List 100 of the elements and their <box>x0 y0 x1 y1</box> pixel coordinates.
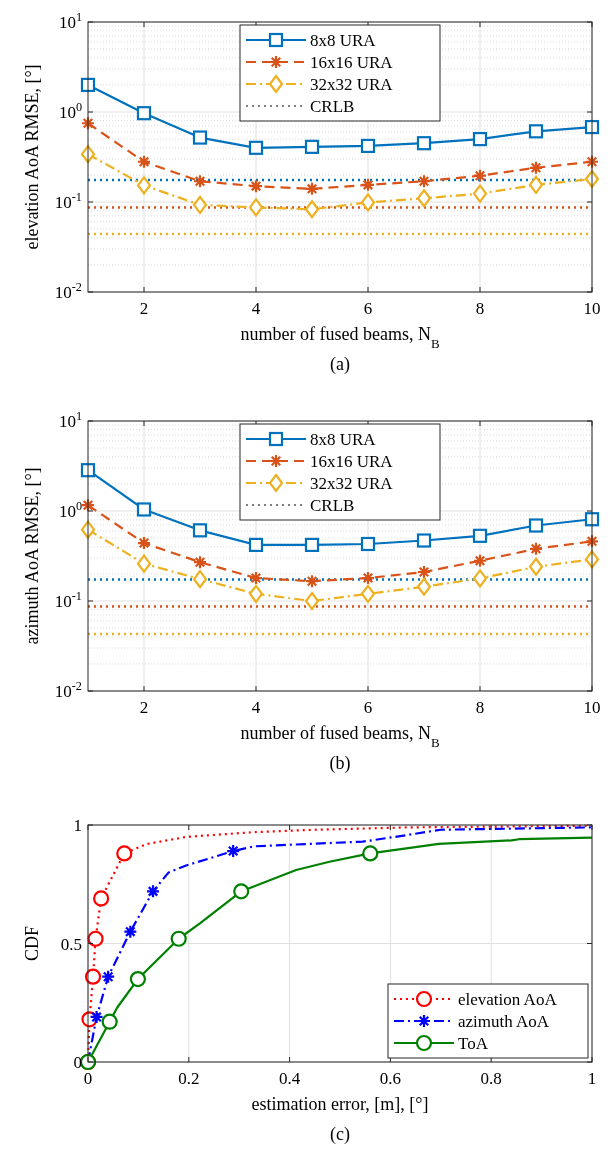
point <box>528 541 544 556</box>
point <box>248 537 264 553</box>
point <box>93 890 110 907</box>
legend-label: CRLB <box>310 496 355 515</box>
x-tick-label: 8 <box>475 698 485 717</box>
x-tick-label: 4 <box>251 698 261 717</box>
point <box>89 1009 104 1025</box>
point <box>80 116 96 131</box>
legend-label: ToA <box>458 1034 489 1053</box>
legend-label: azimuth AoA <box>458 1012 550 1031</box>
legend-label: 16x16 URA <box>310 53 394 72</box>
point <box>101 969 116 984</box>
point <box>528 557 544 576</box>
point <box>416 174 432 189</box>
x-axis-title: estimation error, [m], [°] <box>251 1094 429 1114</box>
x-tick-label: 2 <box>139 299 149 318</box>
point <box>584 154 600 169</box>
x-tick-label: 0.4 <box>278 1069 301 1088</box>
point <box>192 195 208 214</box>
y-tick-label: 10$^{0}$ <box>58 100 82 122</box>
x-tick-label: 0.6 <box>379 1069 402 1088</box>
point <box>192 570 208 589</box>
point <box>304 574 320 589</box>
y-axis-title: CDF <box>22 925 42 962</box>
point <box>87 930 104 947</box>
legend-label: elevation AoA <box>458 990 558 1009</box>
y-tick-label: 10$^{1}$ <box>58 409 82 431</box>
point <box>360 536 376 552</box>
y-axis-title: elevation AoA RMSE, [°] <box>22 64 42 250</box>
legend-label: 32x32 URA <box>310 474 394 493</box>
point <box>226 843 241 859</box>
point <box>416 564 432 580</box>
point <box>472 184 488 203</box>
point <box>80 498 96 513</box>
y-tick-label: 10$^{-1}$ <box>54 190 82 212</box>
point <box>192 174 208 189</box>
point <box>136 502 152 517</box>
point <box>145 884 161 899</box>
x-axis-title: number of fused beams, N$_{B}$ <box>240 324 440 351</box>
legend-label: 16x16 URA <box>310 452 394 471</box>
point <box>116 845 133 862</box>
text: (c) <box>330 1124 350 1145</box>
point <box>360 138 376 154</box>
x-tick-label: 10 <box>583 698 601 717</box>
point <box>136 154 152 169</box>
point <box>360 177 376 192</box>
point <box>360 584 376 603</box>
point <box>101 1013 118 1030</box>
point <box>136 176 152 195</box>
x-tick-label: 0.8 <box>480 1069 502 1088</box>
point <box>416 136 432 151</box>
point <box>528 160 544 175</box>
point <box>472 553 488 568</box>
point <box>416 533 432 548</box>
point <box>528 124 544 139</box>
y-tick-label: 10$^{-2}$ <box>54 679 82 701</box>
y-tick-label: 10$^{0}$ <box>58 499 82 521</box>
legend-label: CRLB <box>310 97 355 116</box>
point <box>362 845 379 862</box>
point <box>304 139 320 154</box>
point <box>192 555 208 570</box>
point <box>192 130 208 145</box>
x-tick-label: 6 <box>363 299 373 318</box>
legend-label: 8x8 URA <box>310 430 377 449</box>
point <box>248 179 264 194</box>
point <box>248 198 264 217</box>
y-tick-label: 0 <box>73 1053 82 1072</box>
point <box>248 140 264 155</box>
point <box>136 554 152 573</box>
point <box>472 168 488 183</box>
x-tick-label: 8 <box>475 299 485 318</box>
y-tick-label: 10$^{-1}$ <box>54 589 82 611</box>
point <box>472 569 488 588</box>
point <box>304 181 320 196</box>
point <box>528 175 544 194</box>
point <box>170 930 187 947</box>
y-tick-label: 10$^{1}$ <box>58 10 82 32</box>
text: (a) <box>330 354 350 375</box>
point <box>123 924 138 939</box>
point <box>136 535 152 551</box>
point <box>192 523 208 538</box>
point <box>233 883 250 900</box>
y-tick-label: 10$^{-2}$ <box>54 280 82 302</box>
point <box>472 528 488 543</box>
legend-label: 32x32 URA <box>310 75 394 94</box>
point <box>360 193 376 212</box>
point <box>248 570 264 586</box>
point <box>304 537 320 553</box>
point <box>136 106 152 121</box>
x-tick-label: 4 <box>251 299 261 318</box>
point <box>472 131 488 147</box>
point <box>248 584 264 603</box>
x-tick-label: 10 <box>583 299 601 318</box>
x-tick-label: 6 <box>363 698 373 717</box>
point <box>528 518 544 533</box>
point <box>129 970 146 988</box>
point <box>416 577 432 596</box>
legend-label: 8x8 URA <box>310 31 377 50</box>
y-axis-title: azimuth AoA RMSE, [°] <box>22 467 42 645</box>
x-axis-title: number of fused beams, N$_{B}$ <box>240 723 440 750</box>
